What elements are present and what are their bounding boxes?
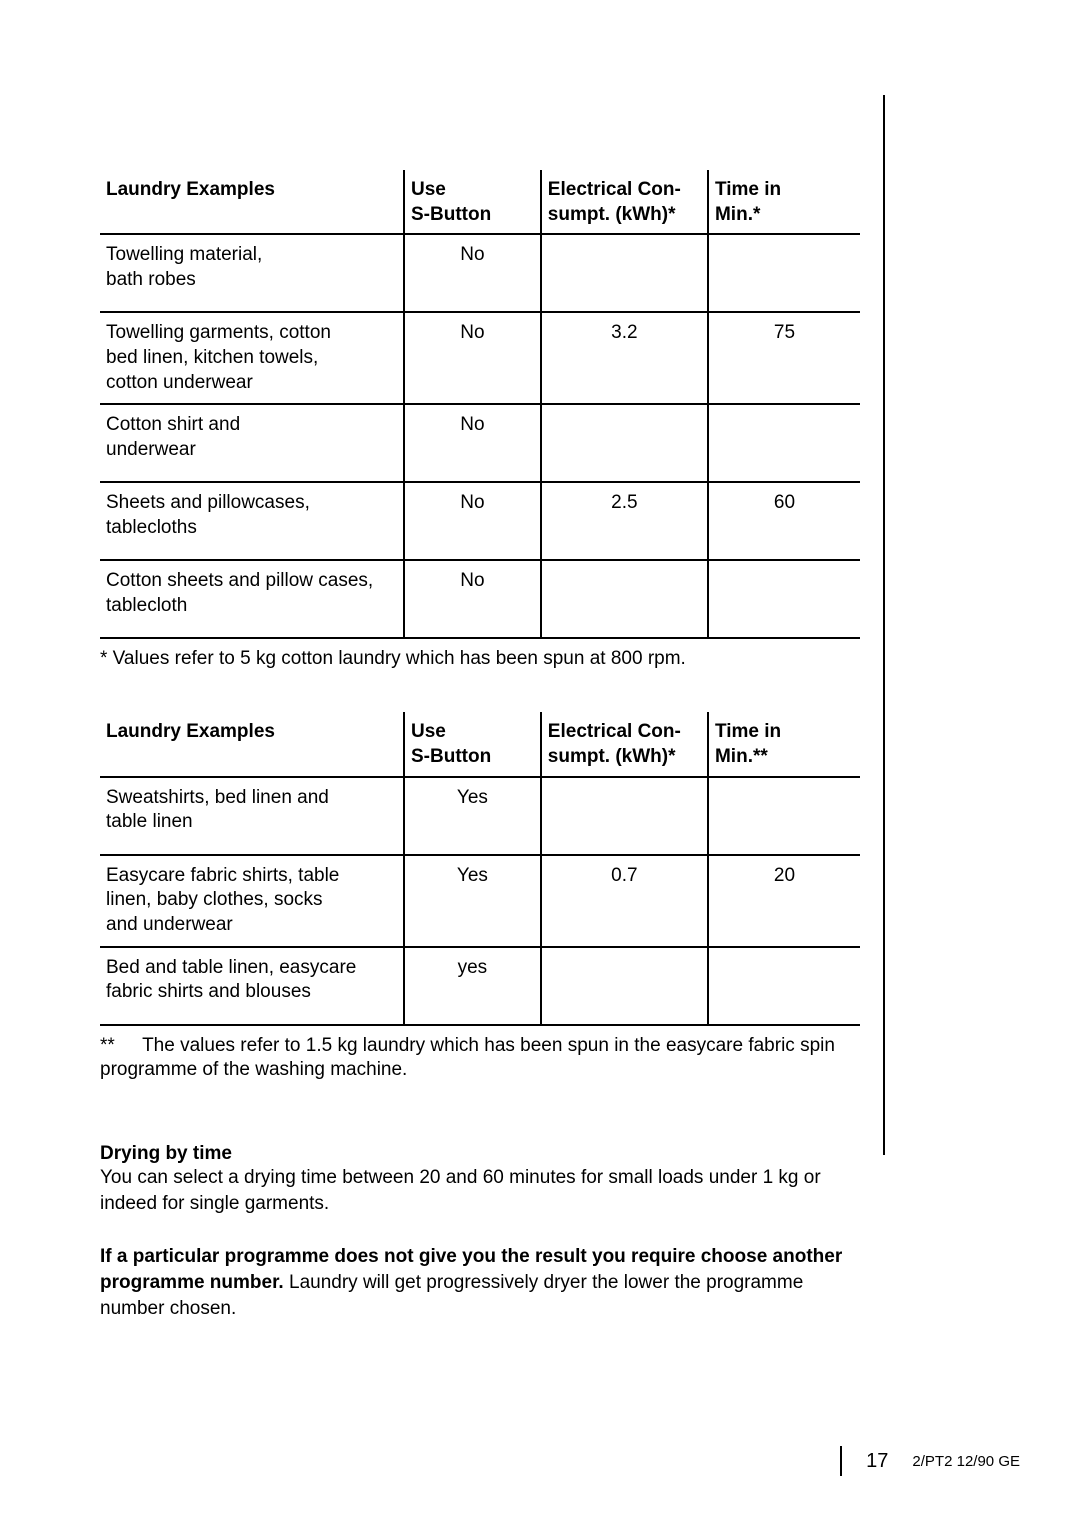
cell: Towelling material, bath robes: [100, 234, 404, 312]
drying-section: Drying by time You can select a drying t…: [100, 1143, 860, 1216]
cell: yes: [404, 947, 541, 1025]
cell: [541, 560, 708, 638]
cell: 60: [708, 482, 860, 560]
cell: Easycare fabric shirts, table linen, bab…: [100, 855, 404, 947]
cell: [541, 947, 708, 1025]
col-header: Time in Min.**: [708, 712, 860, 776]
cell: 75: [708, 312, 860, 404]
col-header: Laundry Examples: [100, 712, 404, 776]
cell: [708, 947, 860, 1025]
cell: [708, 234, 860, 312]
cell: [708, 560, 860, 638]
cell: Cotton shirt and underwear: [100, 404, 404, 482]
page-number: 17: [866, 1450, 888, 1473]
page-footer: 17 2/PT2 12/90 GE: [840, 1446, 1020, 1476]
doc-code: 2/PT2 12/90 GE: [912, 1453, 1020, 1470]
table-header-row: Laundry Examples Use S-Button Electrical…: [100, 712, 860, 776]
cell: [708, 777, 860, 855]
cell: 3.2: [541, 312, 708, 404]
cell: [541, 234, 708, 312]
cell: No: [404, 234, 541, 312]
cell: Yes: [404, 855, 541, 947]
note-section: If a particular programme does not give …: [100, 1244, 860, 1321]
table-row: Towelling material, bath robes No: [100, 234, 860, 312]
col-header: Use S-Button: [404, 170, 541, 234]
footnote-prefix: **: [100, 1035, 120, 1056]
table-row: Cotton shirt and underwear No: [100, 404, 860, 482]
laundry-table-2: Laundry Examples Use S-Button Electrical…: [100, 712, 860, 1025]
footnote-text: The values refer to 1.5 kg laundry which…: [100, 1035, 835, 1081]
col-header: Use S-Button: [404, 712, 541, 776]
table-row: Sweatshirts, bed linen and table linen Y…: [100, 777, 860, 855]
table-row: Towelling garments, cotton bed linen, ki…: [100, 312, 860, 404]
cell: Sweatshirts, bed linen and table linen: [100, 777, 404, 855]
cell: [541, 404, 708, 482]
cell: 2.5: [541, 482, 708, 560]
table-row: Sheets and pillowcases, tablecloths No 2…: [100, 482, 860, 560]
cell: Yes: [404, 777, 541, 855]
laundry-table-1: Laundry Examples Use S-Button Electrical…: [100, 170, 860, 639]
col-header: Electrical Con- sumpt. (kWh)*: [541, 712, 708, 776]
cell: Cotton sheets and pillow cases, tableclo…: [100, 560, 404, 638]
footer-rule: [840, 1446, 842, 1476]
cell: [708, 404, 860, 482]
table-row: Bed and table linen, easycare fabric shi…: [100, 947, 860, 1025]
table1-footnote: * Values refer to 5 kg cotton laundry wh…: [100, 647, 860, 672]
main-content: Laundry Examples Use S-Button Electrical…: [100, 170, 860, 1321]
drying-body: You can select a drying time between 20 …: [100, 1165, 860, 1216]
col-header: Time in Min.*: [708, 170, 860, 234]
table-row: Cotton sheets and pillow cases, tableclo…: [100, 560, 860, 638]
cell: [541, 777, 708, 855]
vertical-rule: [883, 95, 885, 1155]
col-header: Laundry Examples: [100, 170, 404, 234]
cell: Towelling garments, cotton bed linen, ki…: [100, 312, 404, 404]
cell: 20: [708, 855, 860, 947]
drying-heading: Drying by time: [100, 1143, 232, 1164]
cell: No: [404, 312, 541, 404]
col-header: Electrical Con- sumpt. (kWh)*: [541, 170, 708, 234]
table-row: Easycare fabric shirts, table linen, bab…: [100, 855, 860, 947]
cell: Sheets and pillowcases, tablecloths: [100, 482, 404, 560]
cell: No: [404, 482, 541, 560]
table2-footnote: ** The values refer to 1.5 kg laundry wh…: [100, 1034, 860, 1083]
table-header-row: Laundry Examples Use S-Button Electrical…: [100, 170, 860, 234]
cell: No: [404, 560, 541, 638]
cell: No: [404, 404, 541, 482]
cell: Bed and table linen, easycare fabric shi…: [100, 947, 404, 1025]
cell: 0.7: [541, 855, 708, 947]
